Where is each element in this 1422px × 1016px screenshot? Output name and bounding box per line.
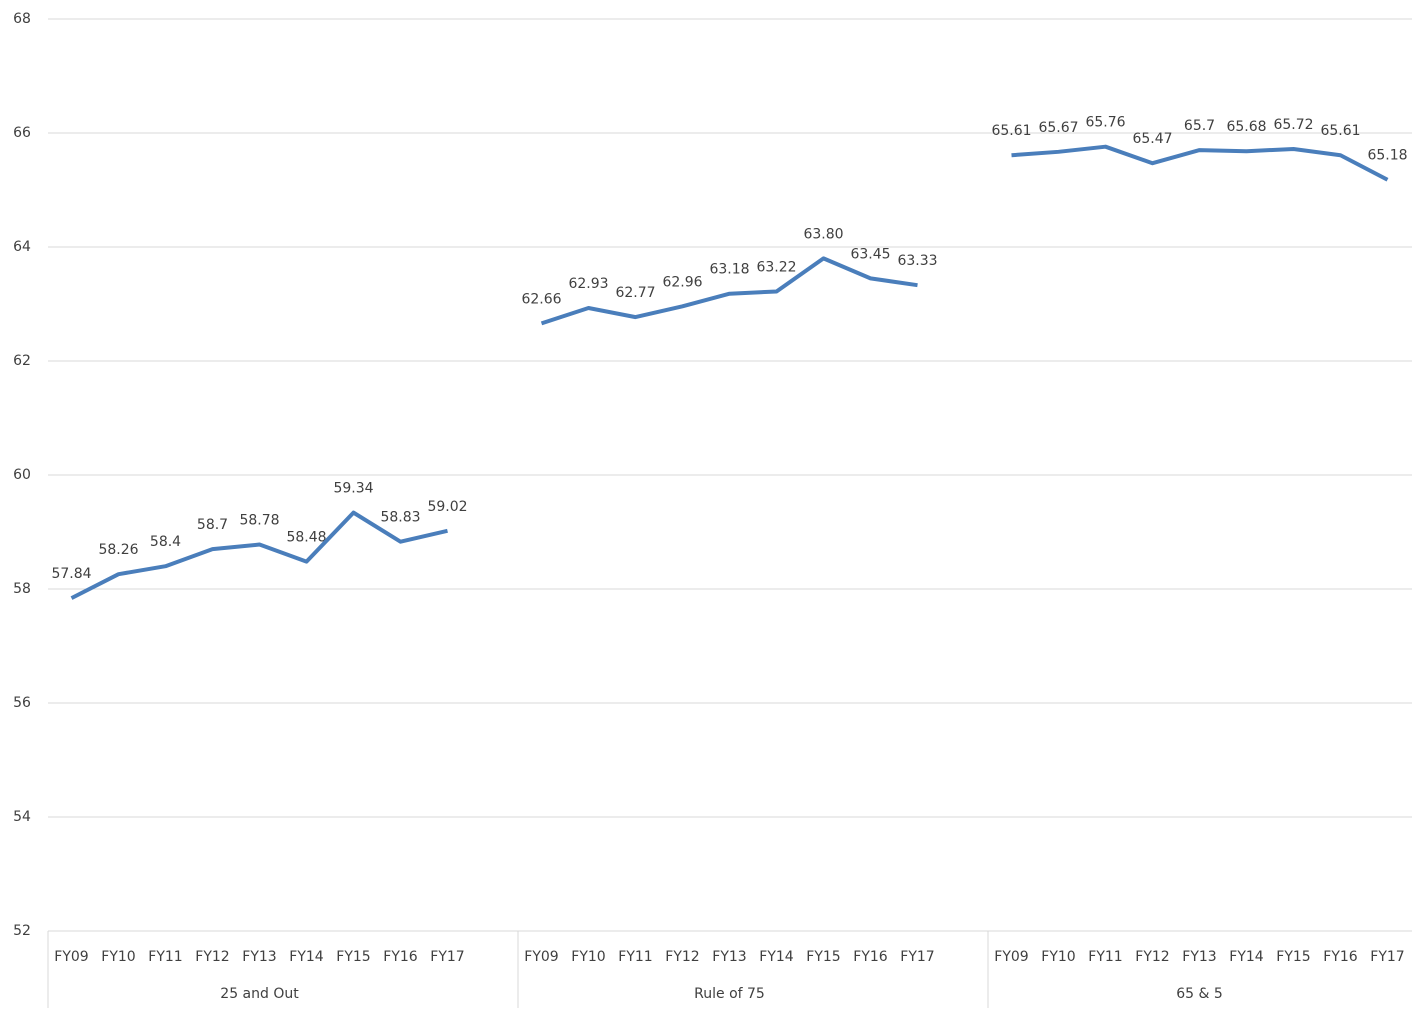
x-tick-label: FY16 [853,949,888,965]
x-tick-label: FY14 [1229,949,1264,965]
x-tick-label: FY16 [1323,949,1358,965]
x-tick-label: FY14 [289,949,324,965]
data-label: 65.68 [1226,119,1266,135]
data-label: 57.84 [51,566,91,582]
x-tick-label: FY17 [1370,949,1404,965]
x-tick-label: FY11 [1088,949,1122,965]
x-tick-label: FY09 [994,949,1028,965]
data-label: 65.76 [1085,115,1125,131]
x-tick-label: FY13 [242,949,276,965]
x-tick-label: FY14 [759,949,794,965]
data-label: 59.34 [333,481,373,497]
data-label: 58.4 [150,534,181,550]
x-tick-label: FY15 [806,949,840,965]
x-tick-label: FY15 [336,949,370,965]
data-label: 58.78 [239,513,279,529]
data-label: 62.96 [662,274,702,290]
data-label: 62.77 [615,285,655,301]
x-tick-label: FY12 [195,949,229,965]
data-label: 59.02 [427,499,467,515]
x-tick-label: FY10 [1041,949,1075,965]
y-tick-label: 54 [13,809,31,825]
data-label: 58.7 [197,517,228,533]
data-label: 65.61 [991,123,1031,139]
x-tick-label: FY10 [571,949,605,965]
x-tick-label: FY09 [54,949,88,965]
line [540,256,918,326]
x-tick-label: FY11 [618,949,652,965]
group-label: 65 & 5 [1176,986,1223,1002]
y-tick-label: 62 [13,353,31,369]
data-label: 62.93 [568,276,608,292]
data-label: 58.48 [286,530,326,546]
data-label: 65.72 [1273,117,1313,133]
x-tick-label: FY11 [148,949,182,965]
line [70,510,448,600]
group-label: 25 and Out [220,986,299,1002]
x-tick-label: FY17 [430,949,464,965]
line [1011,144,1389,182]
y-tick-label: 68 [13,11,31,27]
data-label: 65.7 [1184,118,1215,134]
y-tick-label: 64 [13,239,31,255]
data-label: 63.33 [897,253,937,269]
y-tick-label: 60 [13,467,31,483]
y-tick-label: 52 [13,923,31,939]
data-label: 65.18 [1367,148,1407,164]
data-label: 58.26 [98,542,138,558]
data-label: 58.83 [380,510,420,526]
group-label: Rule of 75 [694,986,765,1002]
y-tick-label: 66 [13,125,31,141]
x-tick-label: FY12 [665,949,699,965]
data-label: 62.66 [521,291,561,307]
x-tick-label: FY15 [1276,949,1310,965]
x-tick-label: FY17 [900,949,934,965]
y-tick-label: 58 [13,581,31,597]
x-tick-label: FY13 [712,949,746,965]
data-label: 65.61 [1320,123,1360,139]
x-tick-label: FY13 [1182,949,1216,965]
x-tick-label: FY09 [524,949,558,965]
data-label: 63.18 [709,262,749,278]
x-tick-label: FY12 [1135,949,1169,965]
data-label: 65.67 [1038,120,1078,136]
y-tick-label: 56 [13,695,31,711]
data-label: 63.45 [850,246,890,262]
data-label: 63.80 [803,226,843,242]
x-tick-label: FY16 [383,949,418,965]
data-label: 63.22 [756,259,796,275]
x-tick-label: FY10 [101,949,135,965]
data-label: 65.47 [1132,131,1172,147]
